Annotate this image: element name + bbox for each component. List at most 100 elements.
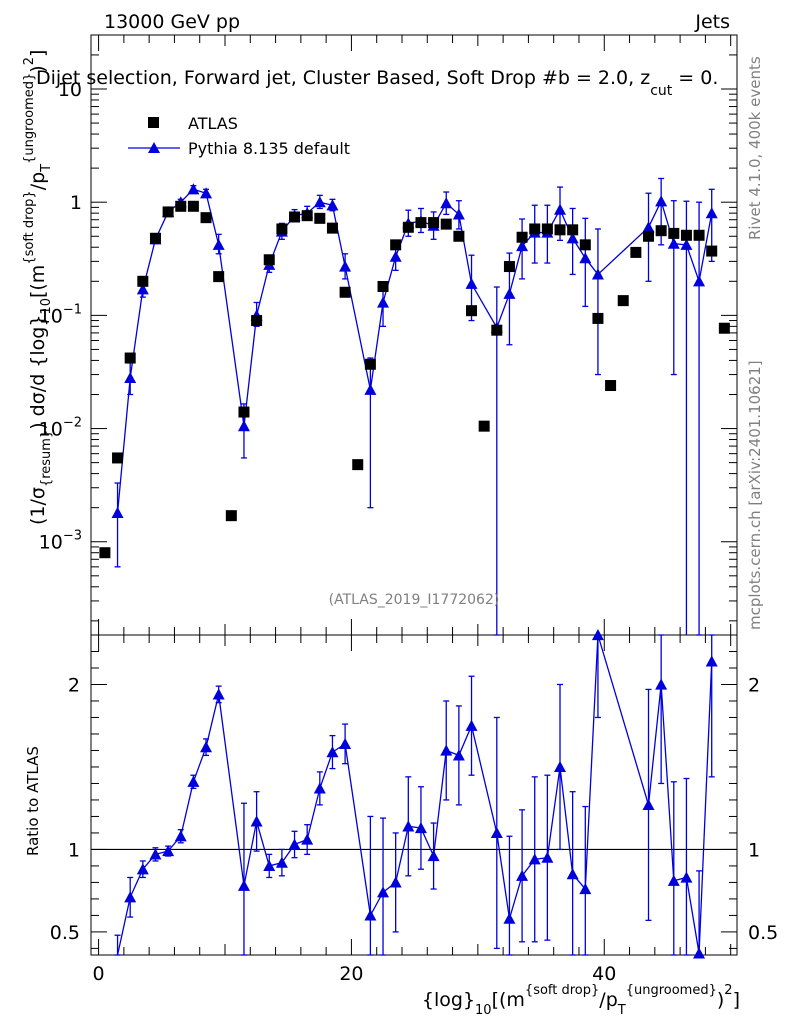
data-point xyxy=(630,246,642,258)
ratio-point xyxy=(554,760,567,773)
data-point xyxy=(503,261,515,273)
data-point xyxy=(466,305,478,317)
mc-point xyxy=(680,238,693,250)
ratio-point xyxy=(149,848,162,860)
mc-point xyxy=(579,252,592,264)
mc-point xyxy=(389,250,402,262)
data-series xyxy=(99,200,730,559)
data-point xyxy=(112,452,124,464)
data-point xyxy=(491,324,503,336)
data-point xyxy=(289,211,301,223)
ratio-tick-label-right: 2 xyxy=(748,674,760,696)
chart-title: Dijet selection, Forward jet, Cluster Ba… xyxy=(36,67,718,99)
ratio-point xyxy=(680,871,693,883)
ratio-tick-label: 2 xyxy=(68,674,80,696)
mc-point xyxy=(237,420,250,432)
data-point xyxy=(352,459,364,471)
data-point xyxy=(149,232,161,244)
ratio-point xyxy=(503,912,516,924)
ratio-point xyxy=(200,741,213,753)
mc-point xyxy=(440,197,453,209)
mc-point xyxy=(554,203,567,215)
mc-point xyxy=(667,237,680,249)
data-point xyxy=(213,271,225,283)
header-right: Jets xyxy=(694,11,730,33)
ratio-point xyxy=(402,820,415,832)
y-tick-label: 10−2 xyxy=(39,416,82,441)
data-point xyxy=(567,224,579,236)
data-point xyxy=(554,224,566,236)
mc-point xyxy=(111,506,124,518)
data-point xyxy=(516,231,528,243)
mc-point xyxy=(339,260,352,272)
x-tick-label: 20 xyxy=(339,963,363,985)
data-point xyxy=(225,510,237,522)
ratio-point xyxy=(427,850,440,862)
ratio-point xyxy=(579,883,592,895)
ratio-point xyxy=(377,886,390,898)
data-point xyxy=(364,358,376,370)
data-point xyxy=(415,217,427,229)
mc-point xyxy=(503,287,516,299)
legend-label-atlas: ATLAS xyxy=(188,114,238,133)
data-point xyxy=(326,222,338,234)
ratio-point xyxy=(288,838,301,850)
mc-point xyxy=(187,183,200,195)
mc-point xyxy=(200,187,213,199)
ratio-point xyxy=(642,798,655,810)
data-point xyxy=(440,218,452,230)
ratio-point xyxy=(414,821,427,834)
mc-point xyxy=(364,383,377,395)
data-point xyxy=(529,223,541,235)
ratio-point xyxy=(541,851,554,863)
data-point xyxy=(541,223,553,235)
side-label-mcplots: mcplots.cern.ch [arXiv:2401.10621] xyxy=(746,360,764,630)
mc-point xyxy=(212,238,225,250)
mc-point xyxy=(465,277,478,289)
ratio-point xyxy=(566,868,579,880)
data-point xyxy=(238,406,250,418)
x-axis-label: {log}10[(m{soft drop}/pT{ungroomed})2] xyxy=(422,983,740,1018)
mc-point xyxy=(326,199,339,211)
legend-label-pythia: Pythia 8.135 default xyxy=(188,139,350,158)
ratio-point xyxy=(705,655,718,667)
ratio-point xyxy=(389,876,402,888)
data-point xyxy=(263,254,275,266)
x-tick-label: 40 xyxy=(592,963,616,985)
data-point xyxy=(187,200,199,212)
main-axes: 10−3 10−2 10−1 1 10 xyxy=(39,34,737,635)
ratio-series xyxy=(114,629,718,959)
ratio-point xyxy=(187,775,200,787)
ratio-point xyxy=(516,869,529,881)
mc-point xyxy=(377,296,390,308)
ratio-tick-label-right: 1 xyxy=(748,839,760,861)
ratio-plot-frame xyxy=(90,634,738,956)
data-point xyxy=(402,221,414,233)
data-point xyxy=(390,239,402,251)
ratio-point xyxy=(440,744,453,756)
header-left: 13000 GeV pp xyxy=(104,11,240,33)
data-point xyxy=(706,245,718,257)
ratio-point xyxy=(212,688,225,700)
ratio-point xyxy=(326,746,339,758)
ratio-point xyxy=(465,719,478,731)
legend-marker-atlas xyxy=(148,117,159,128)
data-point xyxy=(251,315,263,327)
ratio-point xyxy=(655,678,668,690)
data-point xyxy=(718,322,730,334)
ratio-point xyxy=(237,879,250,891)
data-point xyxy=(175,200,187,212)
ratio-point xyxy=(452,749,465,761)
ratio-tick-label: 1 xyxy=(68,839,80,861)
ratio-tick-label: 0.5 xyxy=(50,922,80,944)
ratio-line xyxy=(116,634,713,956)
side-label-rivet: Rivet 4.1.0, 400k events xyxy=(746,56,764,240)
y-tick-label: 10 xyxy=(58,79,82,101)
data-point xyxy=(377,280,389,292)
y-axis-label: (1/σ{resum}) dσ/d {log}10[(m{soft drop}/… xyxy=(22,50,54,525)
ratio-point xyxy=(250,815,263,827)
ratio-point xyxy=(528,853,541,865)
mc-point xyxy=(136,283,149,295)
